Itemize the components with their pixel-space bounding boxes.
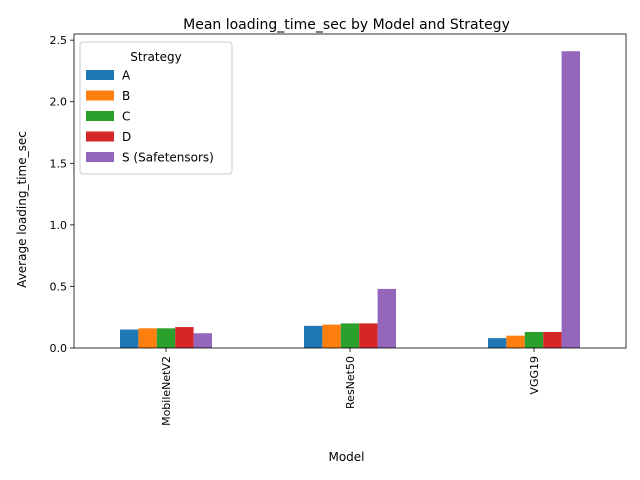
bar-vgg19-series-1 <box>488 338 507 348</box>
chart-title: Mean loading_time_sec by Model and Strat… <box>183 17 510 33</box>
legend-box <box>79 41 233 175</box>
x-tick-label: MobileNetV2 <box>160 356 173 426</box>
legend-swatch <box>86 111 114 121</box>
bar-mobilenetv2-series-3 <box>156 328 176 348</box>
axes-group: 0.0 0.5 1.0 1.5 2.0 2.5 MobileNetV2 ResNet50 VGG… <box>50 33 627 426</box>
bar-vgg19-series-3 <box>524 331 544 348</box>
y-tick-label: 1.0 <box>50 219 68 232</box>
bar-vgg19-series-2 <box>506 335 525 348</box>
bars-group <box>120 51 580 348</box>
bar-resnet50-series-3 <box>340 323 360 348</box>
y-tick-label: 0.0 <box>50 342 68 355</box>
y-tick-label: 2.5 <box>50 34 68 47</box>
legend-swatch <box>86 90 114 101</box>
legend-label: S (Safetensors) <box>122 151 214 165</box>
legend-swatch <box>86 70 114 80</box>
y-axis-label: Average loading_time_sec <box>15 131 29 288</box>
bar-mobilenetv2-series-2 <box>138 328 157 348</box>
legend-label: A <box>122 69 131 83</box>
bar-resnet50-series-4 <box>359 323 378 348</box>
x-tick-label: VGG19 <box>528 356 541 395</box>
x-tick-label: ResNet50 <box>344 356 357 409</box>
y-tick-label: 1.5 <box>50 157 68 170</box>
bar-resnet50-series-2 <box>322 324 341 348</box>
x-axis-label: Model <box>328 450 364 464</box>
legend-swatch <box>86 152 114 162</box>
legend-label: B <box>122 89 130 103</box>
bar-vgg19-series-5 <box>561 51 580 348</box>
bar-mobilenetv2-series-4 <box>175 327 194 348</box>
legend-label: C <box>122 110 130 124</box>
bar-vgg19-series-4 <box>543 331 562 348</box>
bar-mobilenetv2-series-5 <box>193 333 212 348</box>
legend-swatch <box>86 131 114 142</box>
legend-label: D <box>122 130 131 144</box>
y-tick-label: 2.0 <box>50 96 68 109</box>
bar-resnet50-series-5 <box>377 288 396 348</box>
y-tick-label: 0.5 <box>50 280 68 293</box>
plot-frame <box>73 33 627 349</box>
bar-resnet50-series-1 <box>304 325 323 348</box>
bar-mobilenetv2-series-1 <box>120 329 139 348</box>
legend-title: Strategy <box>130 50 181 64</box>
